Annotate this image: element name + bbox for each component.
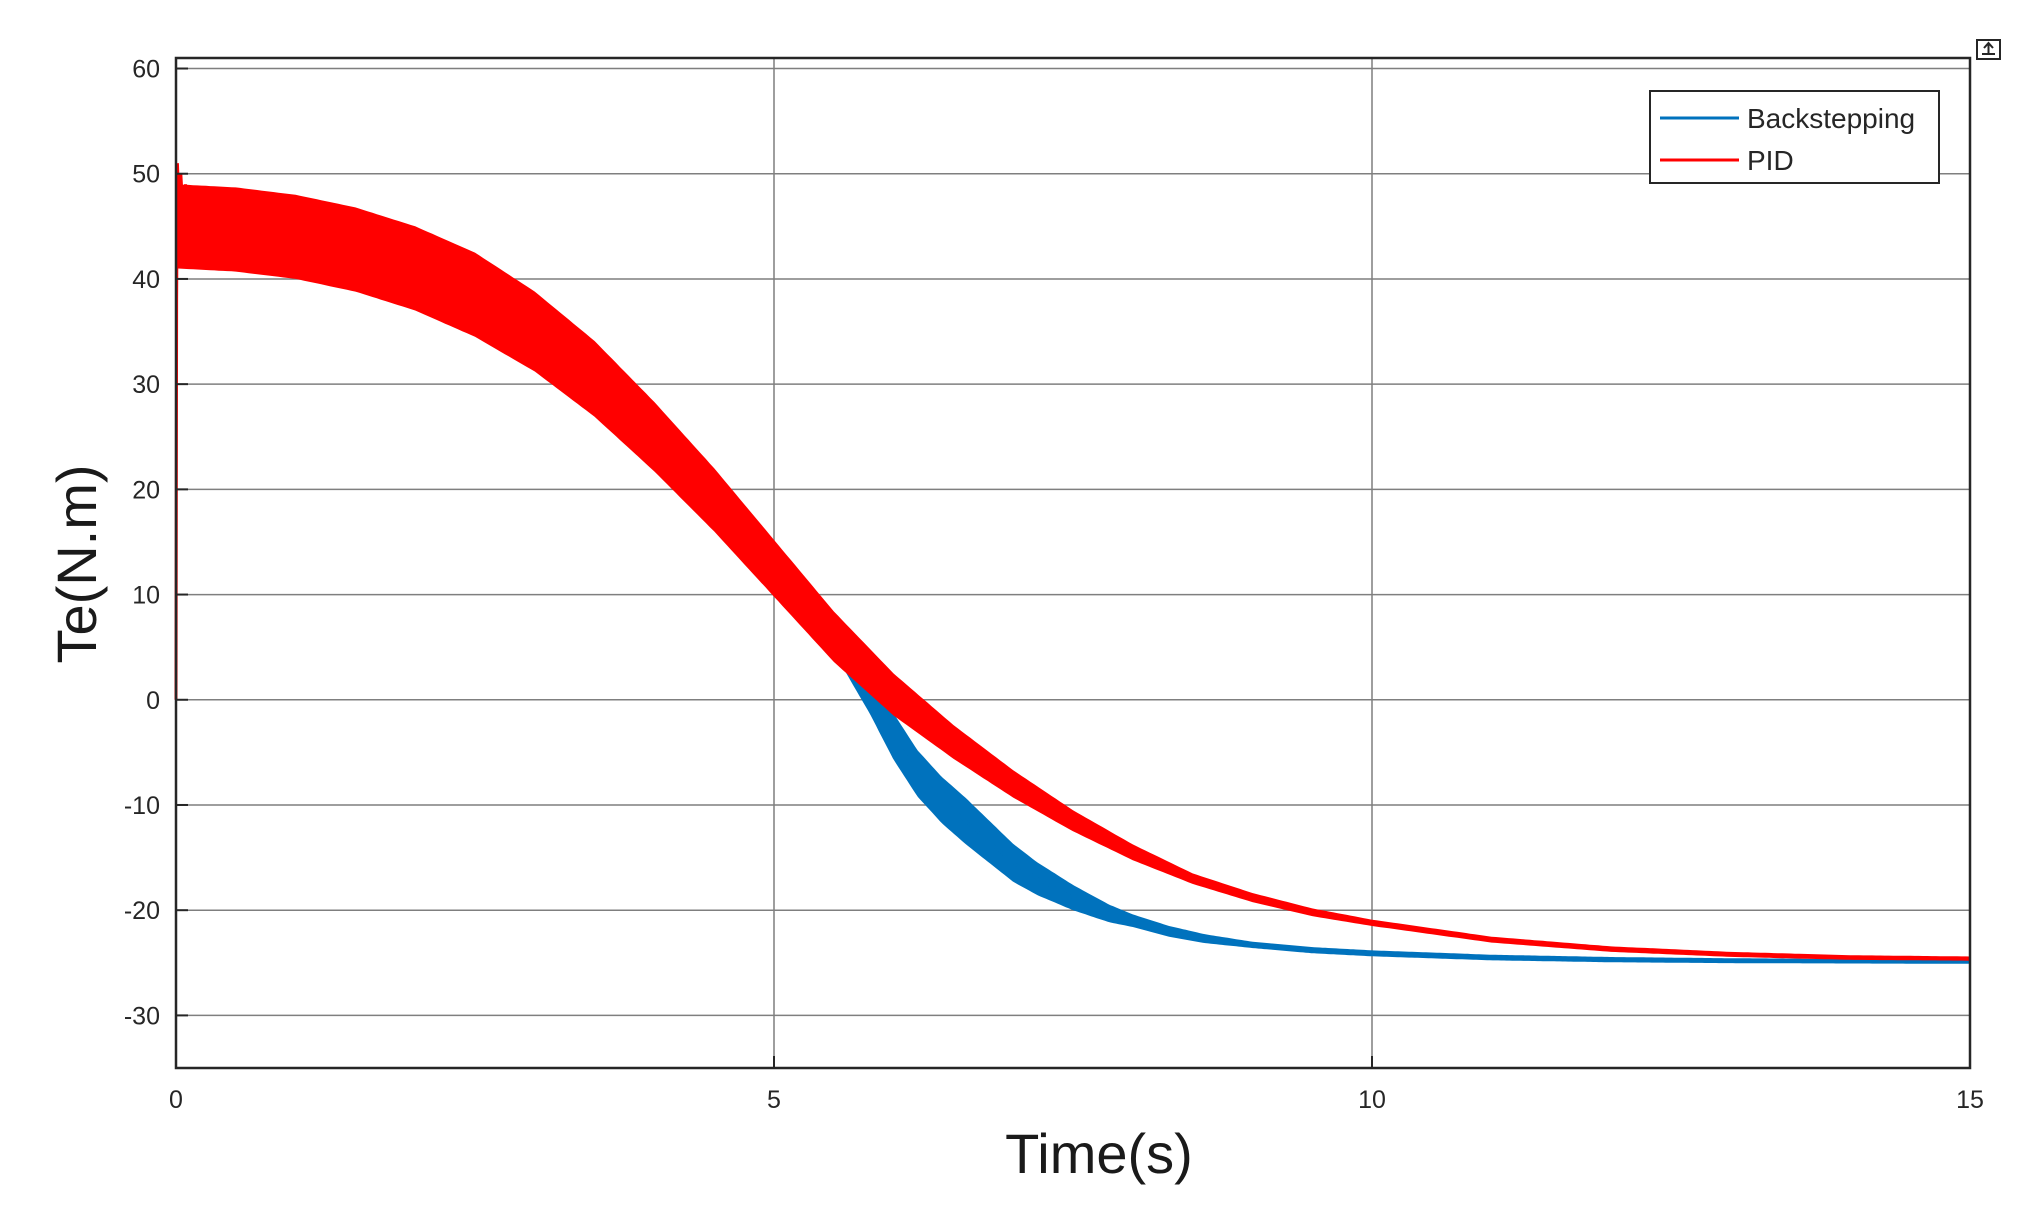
series-line-pid (175, 224, 1971, 961)
tick-labels: 0 5 10 15 60 50 40 30 20 10 0 -10 -20 -30 (124, 56, 1984, 1114)
y-tick-label: -10 (124, 792, 160, 820)
y-tick-label: 0 (146, 687, 160, 715)
series-line-backstepping (796, 583, 1971, 964)
legend-label-backstepping: Backstepping (1747, 103, 1915, 134)
legend: Backstepping PID (1649, 90, 1940, 184)
x-tick-label: 5 (767, 1086, 781, 1114)
y-tick-label: 50 (132, 161, 160, 189)
plot-frame (174, 56, 1972, 1070)
y-tick-label: 10 (132, 582, 160, 610)
y-tick-label: 60 (132, 56, 160, 84)
y-tick-label: -30 (124, 1002, 160, 1030)
plot-background (176, 58, 1970, 1068)
series-backstepping (796, 577, 1971, 964)
y-tick-label: 30 (132, 371, 160, 399)
x-tick-label: 15 (1956, 1086, 1984, 1114)
expand-icon[interactable] (1976, 39, 2001, 60)
series-band-pid (176, 184, 1970, 961)
y-tick-label: -20 (124, 897, 160, 925)
x-tick-label: 10 (1358, 1086, 1386, 1114)
x-axis-title: Time(s) (1005, 1122, 1193, 1185)
y-tick-label: 40 (132, 266, 160, 294)
tick-marks (175, 67, 1971, 1068)
y-tick-label: 20 (132, 476, 160, 504)
x-tick-label: 0 (169, 1086, 183, 1114)
legend-box (1649, 90, 1940, 184)
y-axis-title: Te(N.m) (45, 464, 108, 663)
grid-lines (175, 58, 1971, 1068)
legend-label-pid: PID (1747, 145, 1794, 176)
